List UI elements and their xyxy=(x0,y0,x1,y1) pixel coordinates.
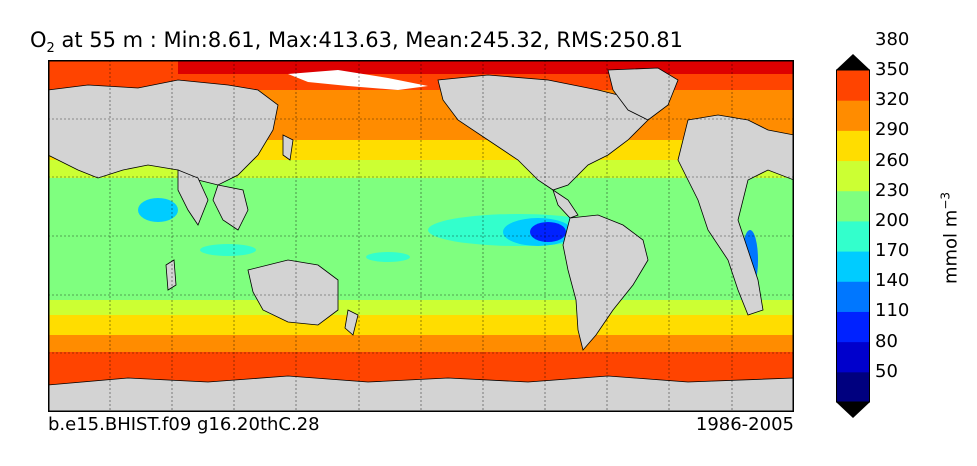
colorbar-frame xyxy=(836,69,870,403)
land-southeast-asia xyxy=(212,184,249,231)
map-title: O2 at 55 m : Min:8.61, Max:413.63, Mean:… xyxy=(30,28,684,56)
colorbar-tick-label: 110 xyxy=(875,300,910,322)
missing-arctic-patch xyxy=(288,70,428,90)
colorbar-segment xyxy=(836,70,870,101)
colorbar-tick-label: 290 xyxy=(875,119,910,141)
omz-inner xyxy=(530,222,566,242)
land-greenland xyxy=(607,67,679,121)
graticule xyxy=(48,60,794,412)
colorbar-segment xyxy=(836,281,870,312)
colorbar-unit-exponent: −3 xyxy=(938,191,953,210)
footer-year-range: 1986-2005 xyxy=(695,414,794,435)
land-madagascar xyxy=(165,259,177,291)
colorbar-extend-min xyxy=(836,402,870,418)
colorbar-segment xyxy=(836,130,870,162)
land-japan xyxy=(282,134,294,161)
colorbar-tick-label: 200 xyxy=(875,209,910,231)
land-australia xyxy=(247,259,339,326)
ocean-oxygen-map xyxy=(48,60,794,412)
map-frame xyxy=(48,60,794,412)
colorbar-unit-label: mmol m−3 xyxy=(938,191,962,285)
colorbar-segment xyxy=(836,371,870,403)
land-central-america xyxy=(552,189,579,219)
colorbar xyxy=(836,54,870,418)
colorbar-tick-label: 320 xyxy=(875,89,910,111)
colorbar-segment xyxy=(836,100,870,131)
land-eurasia xyxy=(48,79,279,186)
colorbar-tick-label: 80 xyxy=(875,330,898,352)
map-svg xyxy=(48,60,794,412)
colorbar-tick-label: 230 xyxy=(875,179,910,201)
tropical-indian-patch xyxy=(200,244,256,256)
footer-case-name: b.e15.BHIST.f09 g16.20thC.28 xyxy=(48,414,320,435)
colorbar-segment xyxy=(836,341,870,373)
colorbar-tick-label: 50 xyxy=(875,360,898,382)
land-south-america xyxy=(562,214,649,351)
land-india xyxy=(177,169,209,226)
land-new-zealand xyxy=(344,309,359,336)
colorbar-extend-max xyxy=(836,54,870,70)
omz-arabian xyxy=(138,198,178,222)
colorbar-tick-label: 140 xyxy=(875,270,910,292)
band-arctic-core xyxy=(178,60,794,74)
land-europe-africa xyxy=(677,114,794,316)
colorbar-segment xyxy=(836,190,870,222)
title-subscript: 2 xyxy=(46,41,55,56)
colorbar-segment xyxy=(836,220,870,252)
colorbar-segment xyxy=(836,160,870,192)
land-north-america xyxy=(437,74,649,191)
colorbar-segment xyxy=(836,311,870,343)
colorbar-tick-label: 170 xyxy=(875,240,910,262)
colorbar-segment xyxy=(836,251,870,282)
tropical-pacific-patch xyxy=(366,252,410,262)
colorbar-tick-label: 380 xyxy=(875,28,910,50)
land-masses xyxy=(48,67,794,412)
colorbar-tick-label: 260 xyxy=(875,149,910,171)
colorbar-tick-label: 350 xyxy=(875,59,910,80)
